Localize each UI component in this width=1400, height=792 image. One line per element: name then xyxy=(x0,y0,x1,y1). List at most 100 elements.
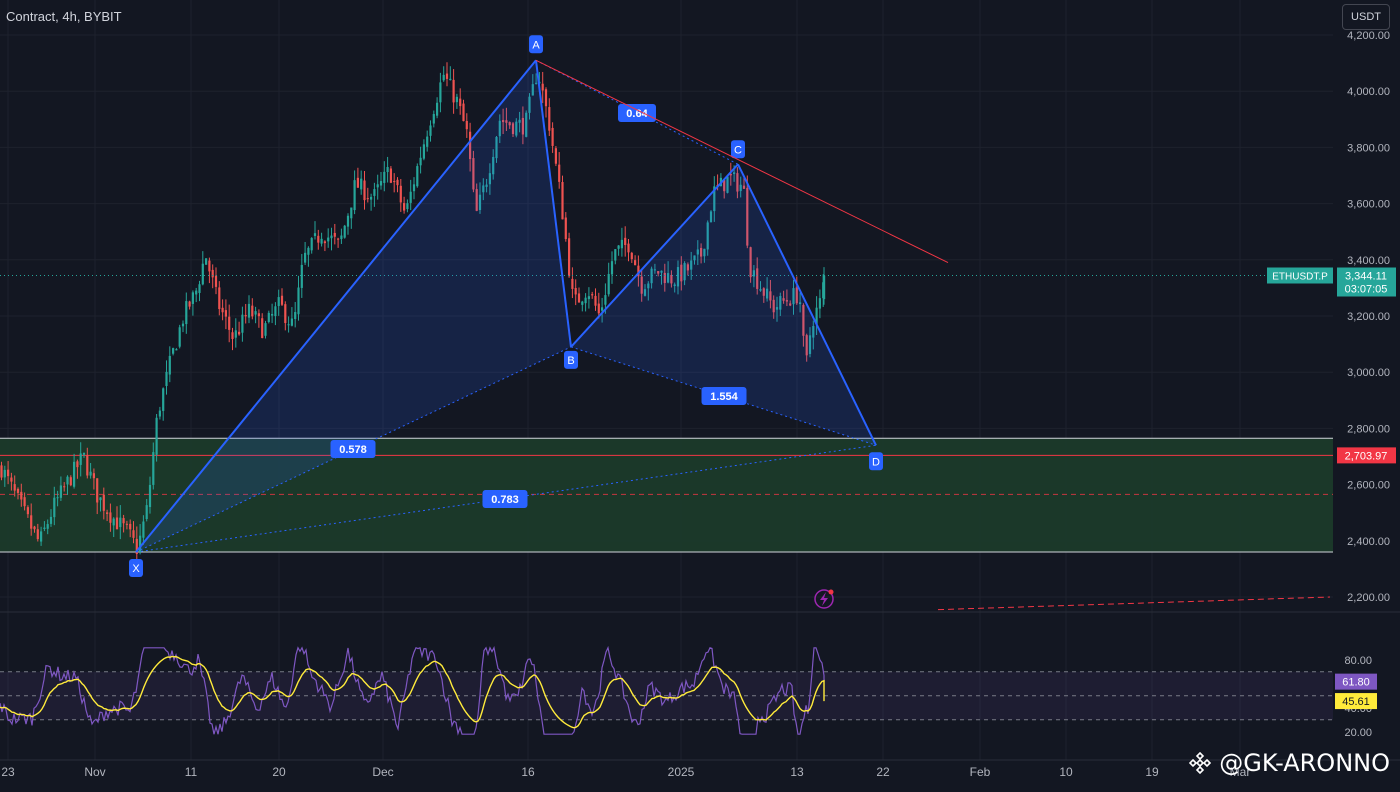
candle-body xyxy=(653,269,656,271)
candle-body xyxy=(419,157,422,166)
candle-body xyxy=(277,297,280,307)
currency-button[interactable]: USDT xyxy=(1342,4,1390,30)
candle-body xyxy=(23,497,26,507)
candle-body xyxy=(96,478,99,503)
candle-body xyxy=(257,313,260,317)
candle-body xyxy=(264,323,267,336)
harmonic-pattern: 0.64 0.578 1.554 0.783 X A B C D xyxy=(129,35,883,578)
candle-body xyxy=(733,172,736,174)
candle-body xyxy=(637,265,640,277)
candle-body xyxy=(627,243,630,253)
candle-body xyxy=(343,225,346,238)
time-tick-label: 16 xyxy=(521,765,535,779)
candle-body xyxy=(36,529,39,540)
candle-body xyxy=(752,270,755,277)
candle-body xyxy=(221,307,224,313)
candle-body xyxy=(604,295,607,305)
point-label: B xyxy=(567,355,574,367)
candle-body xyxy=(452,79,455,103)
candle-body xyxy=(234,330,237,338)
candle-body xyxy=(49,516,53,524)
candle-body xyxy=(271,313,274,316)
time-tick-label: 19 xyxy=(1145,765,1159,779)
candle-body xyxy=(102,494,105,511)
price-tick-label: 2,800.00 xyxy=(1347,423,1390,435)
candle-body xyxy=(815,307,818,325)
candle-body xyxy=(614,249,617,261)
candle-body xyxy=(393,181,396,183)
ratio-label-bg xyxy=(482,490,528,508)
candle-body xyxy=(244,314,247,317)
candle-body xyxy=(587,296,590,300)
point-label-bg xyxy=(564,350,578,369)
candle-body xyxy=(749,247,752,278)
candle-body xyxy=(617,245,620,249)
candle-body xyxy=(73,461,76,487)
candle-body xyxy=(561,181,564,220)
candle-body xyxy=(10,477,13,482)
ratio-label: 0.578 xyxy=(339,444,367,456)
time-tick-label: 2025 xyxy=(668,765,695,779)
candle-body xyxy=(808,335,812,354)
candle-body xyxy=(442,74,445,81)
candle-body xyxy=(280,295,284,305)
last-price-value: 3,344.11 xyxy=(1345,271,1387,283)
ratio-label-bg xyxy=(701,387,747,405)
pattern-leg xyxy=(135,59,537,553)
candle-body xyxy=(99,497,102,501)
candle-body xyxy=(112,518,115,526)
candle-body xyxy=(376,184,379,188)
candle-body xyxy=(515,121,518,136)
price-tick-label: 3,600.00 xyxy=(1347,199,1390,211)
candle-body xyxy=(709,211,713,223)
candle-body xyxy=(439,82,442,103)
alert-dot xyxy=(828,589,834,595)
time-tick-label: 22 xyxy=(876,765,890,779)
candle-body xyxy=(231,332,234,339)
candle-body xyxy=(663,272,666,284)
candle-body xyxy=(148,484,152,507)
candle-body xyxy=(155,417,158,455)
candle-body xyxy=(676,267,680,287)
candle-body xyxy=(201,263,204,285)
candle-body xyxy=(53,497,56,518)
candle-body xyxy=(109,512,112,523)
candle-body xyxy=(488,173,491,185)
candle-body xyxy=(0,465,3,478)
rsi-value-bg xyxy=(1335,673,1377,690)
ratio-label: 0.783 xyxy=(491,494,519,506)
candle-body xyxy=(406,203,409,210)
candle-body xyxy=(125,523,128,525)
candle-body xyxy=(535,82,538,84)
candle-body xyxy=(478,194,482,211)
candle-body xyxy=(475,189,478,211)
candle-body xyxy=(30,515,33,529)
candle-body xyxy=(799,302,802,305)
candle-body xyxy=(142,521,145,538)
candle-body xyxy=(508,122,511,126)
candle-body xyxy=(554,148,557,164)
candle-body xyxy=(178,327,181,347)
price-tick-label: 4,000.00 xyxy=(1347,86,1390,98)
candle-body xyxy=(211,269,214,278)
time-axis: 23 Nov 11 20 Dec 16 2025 13 22 Feb 10 19 Mar xyxy=(0,759,1400,779)
candle-body xyxy=(379,181,383,186)
forecast-line xyxy=(937,596,1331,611)
candle-body xyxy=(657,271,660,274)
candle-body xyxy=(188,301,191,307)
time-tick-label: 20 xyxy=(272,765,286,779)
candle-body xyxy=(33,526,36,530)
candle-body xyxy=(396,179,399,186)
point-label-bg xyxy=(731,140,745,159)
candle-body xyxy=(726,176,729,193)
candle-body xyxy=(455,96,458,103)
candle-body xyxy=(290,318,293,326)
candle-body xyxy=(46,524,49,529)
candle-body xyxy=(26,507,29,515)
candle-body xyxy=(122,518,125,524)
candle-body xyxy=(399,185,402,203)
candle-body xyxy=(650,268,653,284)
candle-body xyxy=(822,275,826,300)
candle-body xyxy=(363,180,366,201)
